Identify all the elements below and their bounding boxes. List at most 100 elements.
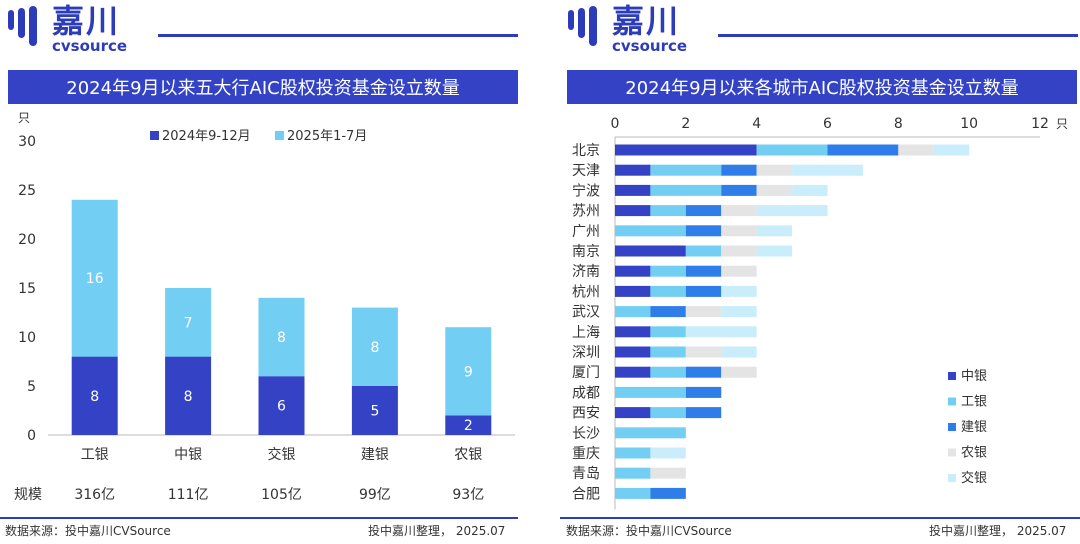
y-tick-label: 宁波 bbox=[572, 182, 600, 199]
bar-segment bbox=[650, 184, 722, 196]
x-tick-label: 0 bbox=[611, 116, 620, 132]
scale-value: 316亿 bbox=[74, 487, 115, 503]
bar-segment bbox=[351, 307, 398, 386]
bar-segment bbox=[615, 184, 651, 196]
bar-segment bbox=[615, 427, 686, 439]
bar-value-label: 2 bbox=[464, 418, 473, 434]
y-tick-label: 杭州 bbox=[572, 284, 600, 300]
y-tick-label: 30 bbox=[18, 134, 36, 150]
x-tick-label: 工银 bbox=[81, 447, 109, 463]
bar-segment bbox=[721, 306, 757, 318]
bar-value-label: 6 bbox=[277, 399, 286, 415]
logo-text-en: cvsource bbox=[52, 37, 128, 55]
bar-segment bbox=[258, 376, 305, 435]
bar-segment bbox=[721, 265, 757, 277]
bar-segment bbox=[650, 164, 722, 176]
y-tick-label: 济南 bbox=[572, 264, 600, 280]
bar-segment bbox=[71, 356, 118, 435]
bar-segment bbox=[615, 245, 686, 257]
y-tick-label: 成都 bbox=[572, 385, 600, 401]
x-tick-label: 2 bbox=[681, 116, 690, 132]
legend-swatch bbox=[948, 397, 956, 406]
y-tick-label: 15 bbox=[18, 281, 36, 297]
bar-segment bbox=[258, 297, 305, 377]
legend-swatch bbox=[948, 372, 956, 380]
bar-segment bbox=[615, 225, 686, 237]
legend-label: 工银 bbox=[961, 395, 987, 410]
bar-segment bbox=[165, 356, 212, 435]
header-rule bbox=[158, 34, 518, 37]
logo: 嘉川 cvsource bbox=[6, 4, 128, 55]
legend-swatch bbox=[948, 423, 956, 431]
bar-segment bbox=[721, 366, 757, 378]
footer-source-left: 数据来源：投中嘉川CVSource bbox=[5, 524, 171, 538]
bar-value-label: 8 bbox=[90, 389, 99, 405]
bar-segment bbox=[792, 184, 828, 196]
bar-segment bbox=[756, 205, 828, 217]
bar-value-label: 8 bbox=[277, 330, 286, 346]
bar-segment bbox=[756, 144, 828, 156]
scale-value: 93亿 bbox=[452, 487, 484, 503]
bar-segment bbox=[756, 164, 793, 176]
logo-right: 嘉川 cvsource bbox=[566, 2, 687, 54]
y-tick-label: 青岛 bbox=[572, 466, 600, 482]
x-tick-label: 建银 bbox=[361, 447, 389, 463]
footer-note-left: 投中嘉川整理， 2025.07 bbox=[368, 524, 506, 538]
bar-segment bbox=[615, 265, 651, 277]
y-tick-label: 长沙 bbox=[572, 426, 600, 442]
x-tick-label: 4 bbox=[752, 116, 761, 132]
bar-segment bbox=[351, 386, 398, 435]
scale-value: 99亿 bbox=[359, 487, 391, 503]
x-tick-label: 6 bbox=[823, 116, 832, 132]
x-tick-label: 交银 bbox=[268, 446, 296, 463]
bar-value-label: 5 bbox=[370, 404, 379, 420]
bar-segment bbox=[685, 386, 722, 398]
chart-title-right: 2024年9月以来各城市AIC股权投资基金设立数量 bbox=[567, 70, 1077, 104]
bar-segment bbox=[685, 205, 722, 217]
bar-value-label: 9 bbox=[464, 364, 473, 380]
right-chart: 0 2 4 6 8 10 12 只北京天津宁波苏州广州南京济南杭州武汉上海深圳厦门成都西安长沙… bbox=[572, 116, 1068, 510]
bar-segment bbox=[650, 346, 686, 358]
bar-segment bbox=[650, 487, 686, 499]
bar-segment bbox=[615, 306, 651, 318]
bar-segment bbox=[756, 225, 793, 237]
bar-segment bbox=[650, 285, 686, 297]
legend-label: 中银 bbox=[961, 369, 987, 384]
bar-segment bbox=[827, 144, 899, 156]
bar-segment bbox=[721, 184, 757, 196]
y-tick-label: 广州 bbox=[572, 224, 600, 240]
bar-segment bbox=[650, 306, 686, 318]
bar-segment bbox=[615, 366, 651, 378]
bar-segment bbox=[721, 205, 757, 217]
bar-value-label: 8 bbox=[370, 340, 379, 356]
bar-segment bbox=[721, 285, 757, 297]
footer-rule-left bbox=[0, 517, 518, 519]
bar-segment bbox=[615, 144, 757, 156]
legend-label: 交银 bbox=[961, 470, 987, 486]
bar-value-label: 16 bbox=[86, 271, 104, 287]
bar-segment bbox=[650, 366, 686, 378]
logo-icon bbox=[568, 6, 597, 46]
y-tick-label: 厦门 bbox=[572, 365, 600, 381]
bar-segment bbox=[721, 225, 757, 237]
bar-segment bbox=[71, 199, 118, 357]
bar-segment bbox=[685, 306, 722, 318]
bar-segment bbox=[615, 447, 651, 459]
bar-segment bbox=[685, 225, 722, 237]
bar-segment bbox=[615, 326, 651, 338]
bar-segment bbox=[721, 346, 757, 358]
legend-swatch bbox=[150, 131, 159, 140]
bar-segment bbox=[756, 245, 793, 257]
y-tick-label: 10 bbox=[18, 330, 36, 346]
bar-segment bbox=[650, 407, 686, 419]
bar-segment bbox=[650, 205, 686, 217]
scale-value: 105亿 bbox=[261, 487, 302, 503]
bar-segment bbox=[445, 415, 492, 435]
y-tick-label: 重庆 bbox=[572, 446, 600, 462]
header-rule-right bbox=[718, 34, 1078, 37]
bar-segment bbox=[721, 245, 757, 257]
bar-segment bbox=[933, 144, 970, 156]
bar-value-label: 7 bbox=[184, 315, 193, 331]
logo-text-cn: 嘉川 bbox=[612, 2, 681, 40]
